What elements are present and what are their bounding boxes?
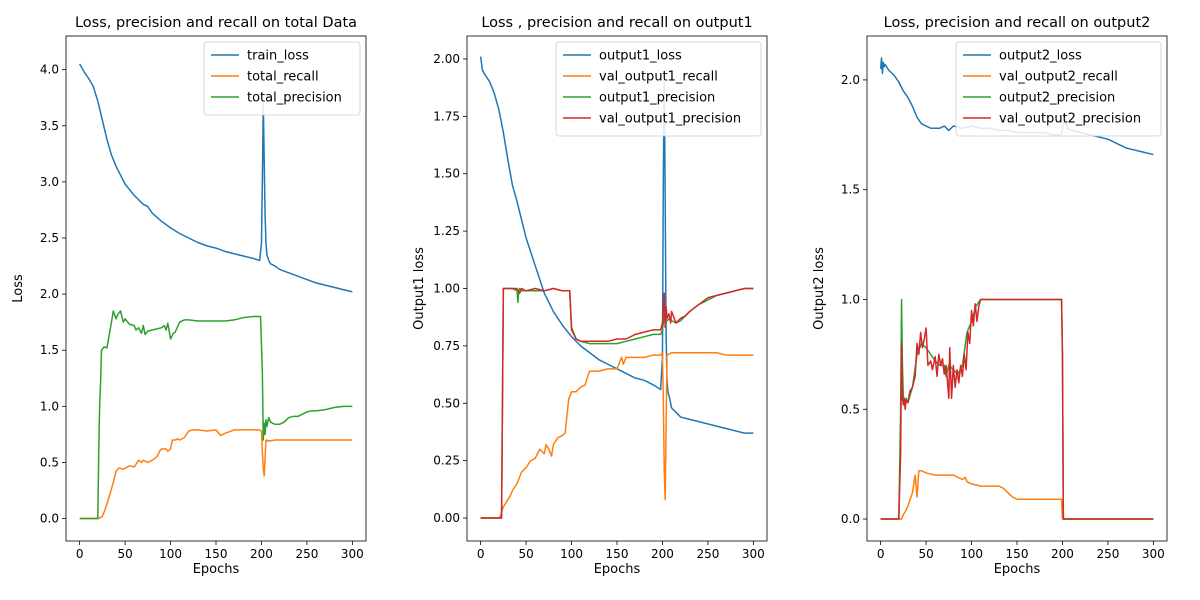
y-tick-label: 0.0 xyxy=(40,512,59,526)
chart-title: Loss, precision and recall on output2 xyxy=(884,15,1151,31)
y-tick-label: 0.5 xyxy=(841,402,860,416)
y-axis-label: Output2 loss xyxy=(812,247,827,330)
legend: output2_loss val_output2_recall output2_pr… xyxy=(955,41,1162,137)
series-line-val_output1_precision xyxy=(480,287,754,519)
series-line-output1_loss xyxy=(479,56,754,434)
y-tick-label: 1.5 xyxy=(841,183,860,197)
legend-box xyxy=(955,41,1162,137)
y-tick-label: 3.5 xyxy=(40,119,59,133)
x-tick-label: 200 xyxy=(1051,547,1074,561)
subplot-1: 0 50 100 150 200 250 300 0.0 0.5 1.0 1.5 2.0 2.5 3.0 3… xyxy=(11,15,367,577)
x-tick-label: 150 xyxy=(205,547,228,561)
legend-label: output2_precision xyxy=(999,91,1115,106)
legend-label: train_loss xyxy=(247,49,309,64)
series-line-train_loss xyxy=(78,63,353,293)
y-tick-label: 0.00 xyxy=(433,511,460,525)
x-axis-label: Epochs xyxy=(994,562,1041,577)
y-tick-label: 0.5 xyxy=(40,455,59,469)
legend-label: total_precision xyxy=(247,91,342,106)
x-tick-label: 50 xyxy=(918,547,933,561)
y-tick-label: 1.5 xyxy=(40,343,59,357)
y-tick-label: 1.0 xyxy=(40,399,59,413)
y-tick-label: 2.0 xyxy=(40,287,59,301)
chart-title: Loss, precision and recall on total Data xyxy=(75,15,357,31)
y-axis-label: Loss xyxy=(11,274,26,303)
x-tick-label: 100 xyxy=(159,547,182,561)
x-tick-label: 0 xyxy=(76,547,84,561)
legend-box xyxy=(203,41,361,116)
y-axis-label: Output1 loss xyxy=(412,247,427,330)
legend-box xyxy=(555,41,762,137)
series-line-val_output2_precision xyxy=(880,298,1154,520)
y-tick-label: 4.0 xyxy=(40,63,59,77)
x-tick-label: 50 xyxy=(518,547,533,561)
y-tick-label: 0.0 xyxy=(841,512,860,526)
y-tick-label: 0.50 xyxy=(433,396,460,410)
legend-label: output1_loss xyxy=(599,49,682,64)
x-tick-label: 250 xyxy=(696,547,719,561)
x-axis-label: Epochs xyxy=(594,562,641,577)
legend-label: output2_loss xyxy=(999,49,1082,64)
legend-label: total_recall xyxy=(247,70,319,85)
y-tick-label: 2.5 xyxy=(40,231,59,245)
y-tick-label: 3.0 xyxy=(40,175,59,189)
x-tick-label: 150 xyxy=(1006,547,1029,561)
y-tick-label: 0.25 xyxy=(433,454,460,468)
legend-label: output1_precision xyxy=(599,91,715,106)
x-tick-label: 200 xyxy=(651,547,674,561)
legend: output1_loss val_output1_recall output1_pr… xyxy=(555,41,762,137)
subplot-3: 0 50 100 150 200 250 300 0.0 0.5 1.0 1.5 2.0 Loss, p… xyxy=(812,15,1168,577)
chart-title: Loss , precision and recall on output1 xyxy=(481,15,752,31)
x-tick-label: 300 xyxy=(1142,547,1165,561)
y-tick-label: 1.50 xyxy=(433,167,460,181)
x-tick-label: 50 xyxy=(117,547,132,561)
legend-label: val_output1_recall xyxy=(599,70,718,85)
series-line-output2_precision xyxy=(880,298,1154,520)
series-line-val_output1_recall xyxy=(480,352,754,519)
y-tick-label: 1.75 xyxy=(433,109,460,123)
y-tick-label: 1.00 xyxy=(433,282,460,296)
series-line-total_precision xyxy=(79,310,353,520)
legend-label: val_output2_precision xyxy=(999,112,1141,127)
x-tick-label: 150 xyxy=(606,547,629,561)
y-tick-label: 1.0 xyxy=(841,292,860,306)
x-tick-label: 300 xyxy=(341,547,364,561)
legend: train_loss total_recall total_precision xyxy=(203,41,361,116)
y-tick-label: 1.25 xyxy=(433,224,460,238)
x-tick-label: 300 xyxy=(742,547,765,561)
y-tick-label: 0.75 xyxy=(433,339,460,353)
x-tick-label: 250 xyxy=(295,547,318,561)
legend-label: val_output1_precision xyxy=(599,112,741,127)
series-line-total_recall xyxy=(79,429,353,520)
series-line-output1_precision xyxy=(480,287,754,519)
y-tick-label: 2.00 xyxy=(433,52,460,66)
x-tick-label: 0 xyxy=(477,547,485,561)
x-axis-label: Epochs xyxy=(193,562,240,577)
x-tick-label: 100 xyxy=(560,547,583,561)
subplot-2: 0 50 100 150 200 250 300 0.00 0.25 0.50 0.75 1.00 1.… xyxy=(412,15,768,577)
x-tick-label: 200 xyxy=(250,547,273,561)
x-tick-label: 0 xyxy=(877,547,885,561)
legend-label: val_output2_recall xyxy=(999,70,1118,85)
series-line-val_output2_recall xyxy=(880,469,1154,520)
x-tick-label: 100 xyxy=(960,547,983,561)
y-tick-label: 2.0 xyxy=(841,73,860,87)
x-tick-label: 250 xyxy=(1096,547,1119,561)
